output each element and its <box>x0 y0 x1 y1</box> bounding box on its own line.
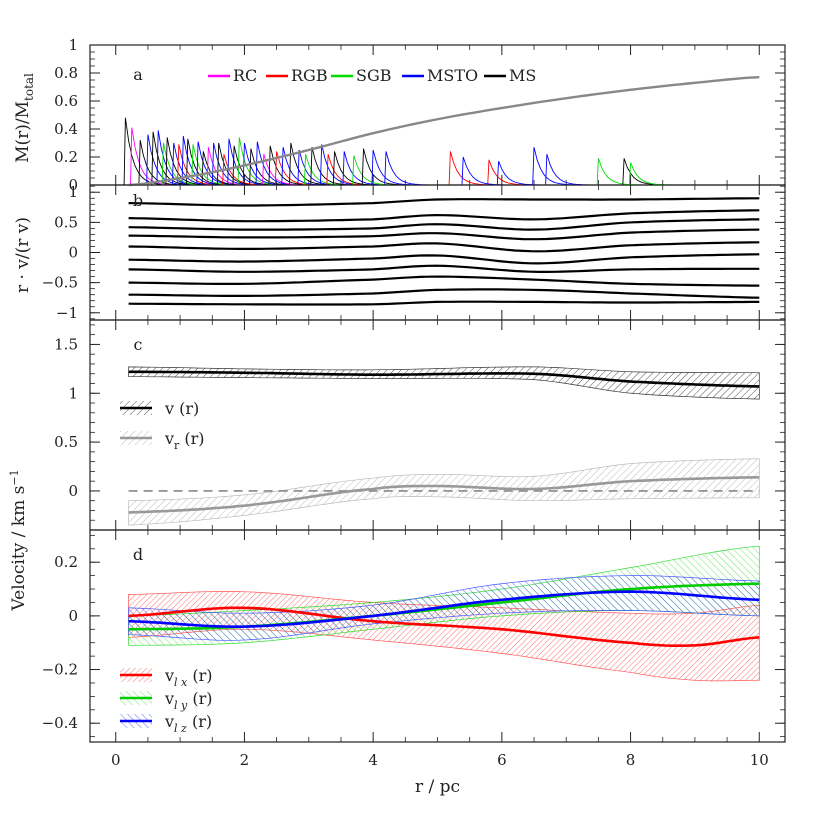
legend-label: vl y (r) <box>164 689 213 712</box>
panel-c-data: c <box>128 335 760 526</box>
legend-label: vl x (r) <box>164 666 212 689</box>
spike-sgb <box>596 158 644 186</box>
error-band <box>128 458 760 526</box>
spike-msto <box>545 154 592 186</box>
direction-line <box>128 275 760 287</box>
y-axis-b: −1 −0.5 0 0.5 1 <box>42 183 785 322</box>
y-tick-label: 0.5 <box>54 433 78 451</box>
legend-label: RC <box>233 66 257 85</box>
direction-line <box>128 253 760 265</box>
y-tick-label: 0.2 <box>54 148 78 166</box>
direction-line <box>128 197 760 207</box>
series-line-vlx <box>128 606 760 647</box>
cumulative-mass-line <box>128 76 760 187</box>
direction-line <box>128 241 760 253</box>
legend-label: v (r) <box>164 399 199 418</box>
legend-label: MSTO <box>427 66 478 85</box>
x-tick-label: 10 <box>750 751 769 769</box>
legend-a: RC RGB SGB MSTO MS <box>208 66 536 85</box>
y-tick-label: 0 <box>68 244 78 262</box>
y-axis-title-velocity: Velocity / km s−1 <box>8 469 29 611</box>
y-tick-label: 0 <box>68 176 78 194</box>
direction-line <box>128 300 760 306</box>
x-tick-label: 6 <box>497 751 507 769</box>
y-tick-label: 1 <box>68 36 78 54</box>
x-axis: 0 2 4 6 8 10 r / pc <box>111 751 769 797</box>
spike-msto <box>532 147 580 186</box>
y-axis-c: 0 0.5 1 1.5 <box>54 324 785 531</box>
y-tick-label: −0.5 <box>42 274 78 292</box>
y-axis-title-a: M(r)/Mtotal <box>13 73 36 163</box>
direction-line <box>128 228 760 241</box>
legend-d: vl x (r)vl y (r)vl z (r) <box>120 666 213 735</box>
direction-line <box>128 264 760 273</box>
panel-a-data: a <box>123 65 760 187</box>
legend-label: vr (r) <box>164 429 205 452</box>
y-axis-a: 0 0.2 0.4 0.6 0.8 1 <box>54 36 785 194</box>
x-tick-label: 2 <box>240 751 250 769</box>
panel-label: b <box>133 191 143 210</box>
y-tick-label: 0.2 <box>54 553 78 571</box>
y-tick-label: 0.6 <box>54 92 78 110</box>
y-tick-label: 1.5 <box>54 335 78 353</box>
y-axis-title-b: r · v/(r v) <box>13 217 33 293</box>
legend-label: SGB <box>356 66 392 85</box>
panel-label: c <box>134 335 143 354</box>
y-tick-label: −1 <box>56 304 78 322</box>
y-tick-label: 0.5 <box>54 213 78 231</box>
x-tick-label: 4 <box>368 751 378 769</box>
series-line-vlz <box>128 590 760 628</box>
error-band <box>128 366 760 400</box>
panel-label: a <box>133 65 143 84</box>
direction-line <box>128 218 760 231</box>
y-tick-label: −0.2 <box>42 661 78 679</box>
series-line-vr <box>128 476 760 514</box>
spike-sgb <box>628 162 676 186</box>
y-tick-label: 0 <box>68 607 78 625</box>
direction-line <box>128 209 760 223</box>
legend-c: v (r) vr (r) <box>120 399 205 452</box>
panel-b-data: b <box>128 191 760 306</box>
y-tick-label: −0.4 <box>42 714 78 732</box>
plot-area: 00.20.40.60.81−1−0.500.5100.511.5−0.4−0.… <box>8 36 786 797</box>
series-line-v <box>128 370 760 388</box>
y-tick-label: 0 <box>68 482 78 500</box>
panel-d-data: d <box>128 545 760 682</box>
direction-line <box>128 288 760 299</box>
panel-label: d <box>133 545 143 564</box>
panel-d <box>89 529 786 743</box>
spike-rgb <box>487 159 534 186</box>
legend-label: MS <box>509 66 536 85</box>
y-tick-label: 0.4 <box>54 120 78 138</box>
y-axis-d: −0.4 −0.2 0 0.2 <box>42 534 785 738</box>
x-tick-label: 0 <box>111 751 121 769</box>
legend-label: vl z (r) <box>164 712 212 735</box>
spike-msto <box>384 151 432 186</box>
y-tick-label: 1 <box>68 183 78 201</box>
x-axis-title: r / pc <box>415 777 460 797</box>
legend-label: RGB <box>291 66 328 85</box>
y-tick-label: 0.8 <box>54 64 78 82</box>
y-tick-label: 1 <box>68 384 78 402</box>
x-tick-label: 8 <box>626 751 636 769</box>
